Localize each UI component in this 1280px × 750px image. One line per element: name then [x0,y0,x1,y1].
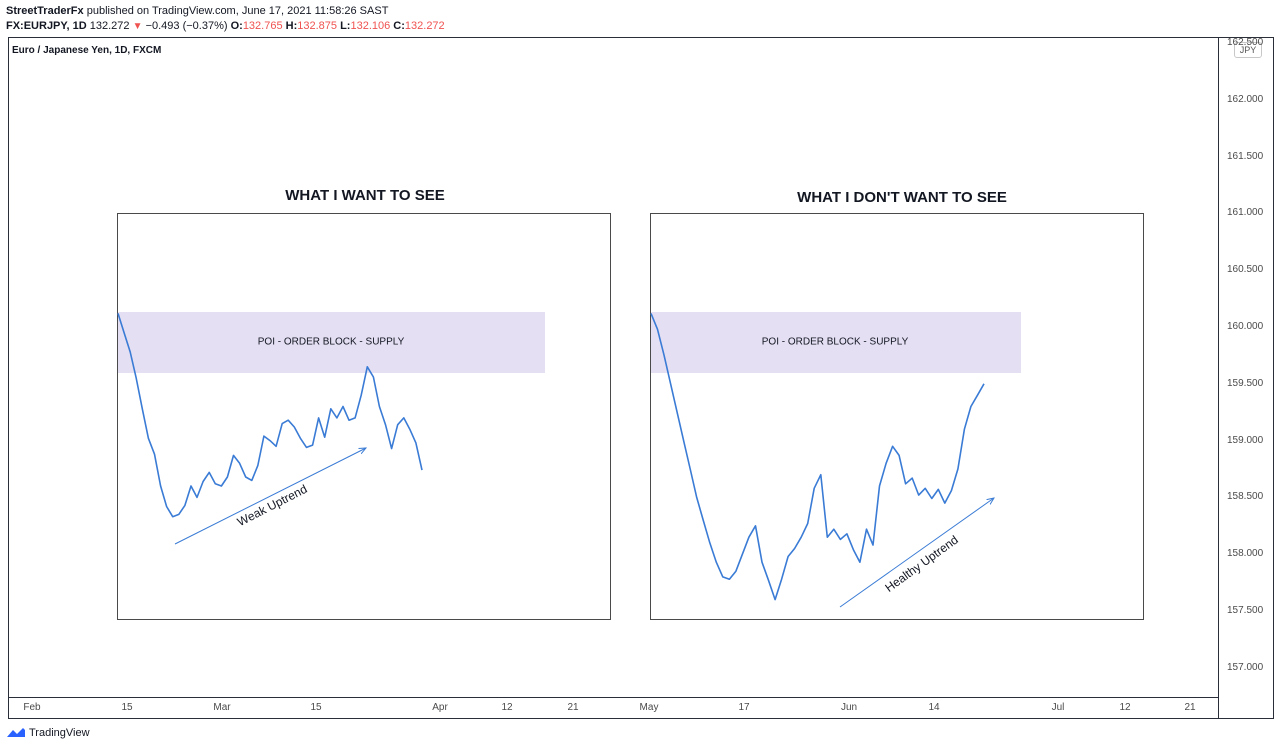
price-tick-label: 162.000 [1227,93,1264,105]
time-tick-label: 21 [567,702,579,713]
price-change: −0.493 (−0.37%) [145,20,228,32]
time-tick-label: 17 [738,702,750,713]
tradingview-logo-icon [7,728,25,737]
time-tick-label: May [639,702,659,713]
time-tick-label: 15 [310,702,322,713]
panel-box-want [117,213,611,620]
author-name[interactable]: StreetTraderFx [6,5,84,17]
healthy-uptrend-label: Healthy Uptrend [882,533,960,595]
supply-zone-want [118,312,545,373]
price-tick-label: 162.500 [1227,37,1264,48]
tradingview-footer[interactable]: TradingView [6,727,90,739]
time-tick-label: 12 [1119,702,1131,713]
time-tick-label: 15 [121,702,133,713]
arrow-down-icon: ▼ [132,21,143,32]
supply-zone-dont-want [651,312,1021,373]
healthy-uptrend-arrow [839,498,994,608]
weak-uptrend-arrow [174,448,366,545]
chart-frame[interactable] [8,37,1274,719]
price-tick-label: 160.500 [1227,264,1264,276]
publish-info: published on TradingView.com, June 17, 2… [86,5,389,17]
open-value: 132.765 [242,20,283,32]
time-tick-label: 21 [1184,702,1196,713]
price-tick-label: 159.000 [1227,434,1264,446]
high-label: H: [285,20,298,32]
price-tick-label: 161.500 [1227,150,1264,162]
price-series-dont-want [650,313,985,601]
price-axis[interactable] [1218,37,1219,719]
currency-badge[interactable]: JPY [1234,42,1262,58]
panel-title-want: WHAT I WANT TO SEE [285,187,445,204]
zone-label-dont-want: POI - ORDER BLOCK - SUPPLY [761,336,909,348]
time-tick-label: Apr [432,702,448,713]
low-value: 132.106 [350,20,391,32]
time-tick-label: Feb [23,702,41,713]
low-label: L: [340,20,351,32]
time-tick-label: 14 [928,702,940,713]
price-tick-label: 161.000 [1227,207,1264,219]
time-tick-label: Jun [840,702,858,713]
close-label: C: [393,20,405,32]
price-tick-label: 157.500 [1227,605,1264,616]
time-tick-label: Mar [213,702,231,713]
open-label: O: [230,20,243,32]
publish-header: StreetTraderFx published on TradingView.… [6,4,445,34]
close-value: 132.272 [404,20,445,32]
tradingview-brand: TradingView [29,727,90,739]
symbol-label: FX:EURJPY, 1D [6,20,87,32]
time-tick-label: Jul [1051,702,1065,713]
price-tick-label: 158.000 [1227,548,1264,560]
last-price: 132.272 [89,20,130,32]
price-tick-label: 158.500 [1227,491,1264,503]
price-series-want [117,313,423,518]
panel-box-dont-want [650,213,1144,620]
time-axis[interactable] [8,697,1219,698]
time-tick-label: 12 [501,702,513,713]
chart-symbol-title: Euro / Japanese Yen, 1D, FXCM [12,45,162,56]
price-tick-label: 160.000 [1227,321,1264,332]
price-tick-label: 157.000 [1227,661,1264,673]
panel-title-dont-want: WHAT I DON'T WANT TO SEE [797,189,1007,206]
weak-uptrend-label: Weak Uptrend [235,482,310,529]
high-value: 132.875 [297,20,338,32]
zone-label-want: POI - ORDER BLOCK - SUPPLY [257,336,405,348]
price-tick-label: 159.500 [1227,377,1264,389]
